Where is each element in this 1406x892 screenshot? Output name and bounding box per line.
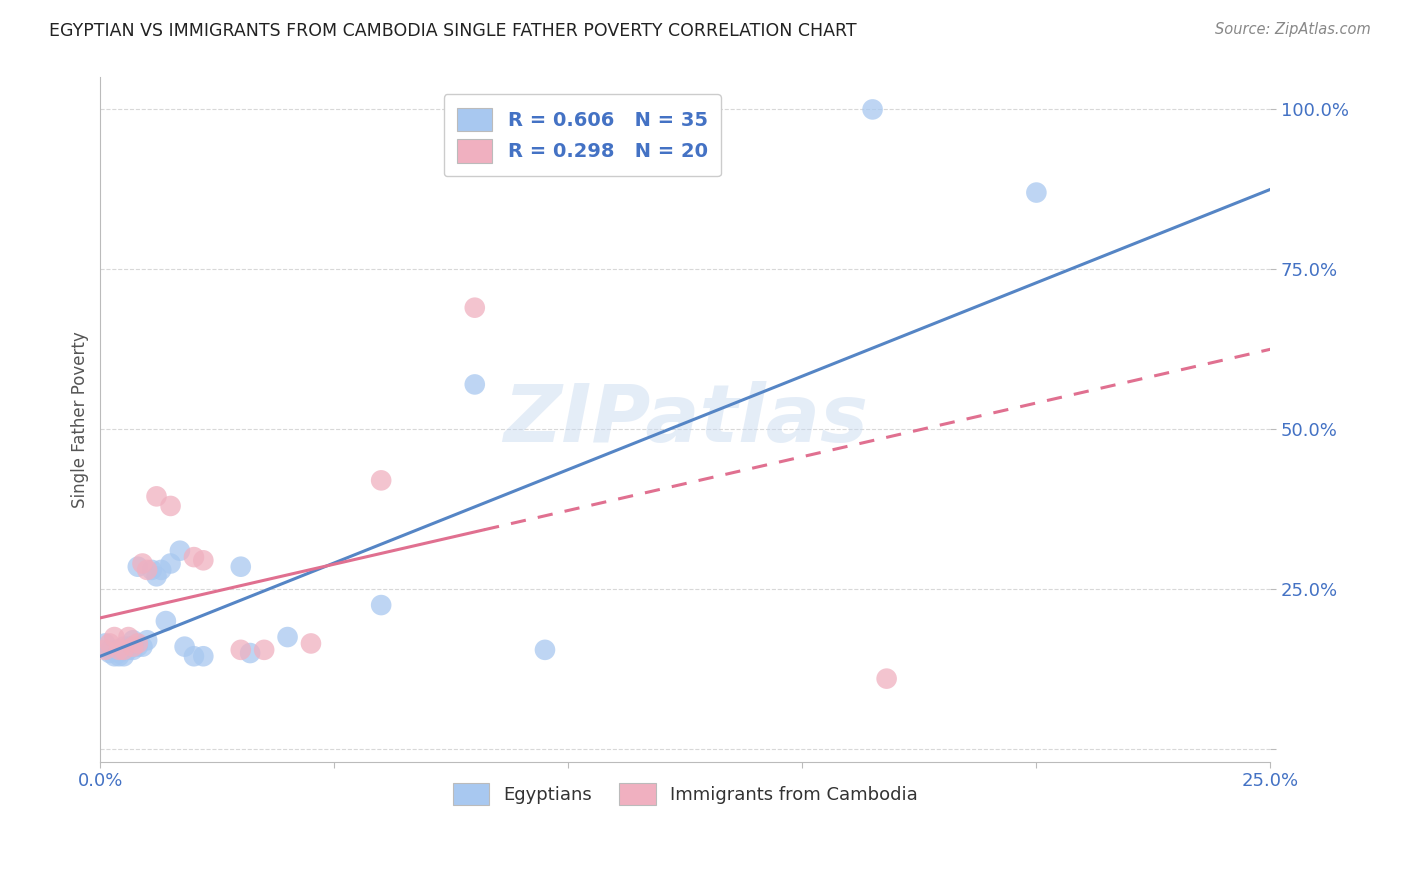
Point — [131, 640, 153, 654]
Point — [141, 563, 163, 577]
Point — [108, 646, 131, 660]
Point — [94, 636, 117, 650]
Point — [862, 103, 884, 117]
Point — [876, 672, 898, 686]
Point — [159, 499, 181, 513]
Point — [169, 543, 191, 558]
Text: Source: ZipAtlas.com: Source: ZipAtlas.com — [1215, 22, 1371, 37]
Point — [370, 474, 392, 488]
Point — [145, 489, 167, 503]
Point — [193, 649, 215, 664]
Point — [136, 563, 159, 577]
Point — [239, 646, 262, 660]
Point — [127, 559, 149, 574]
Point — [98, 646, 121, 660]
Point — [145, 569, 167, 583]
Point — [94, 643, 117, 657]
Point — [534, 643, 557, 657]
Point — [299, 636, 322, 650]
Point — [183, 649, 205, 664]
Point — [229, 643, 252, 657]
Point — [122, 640, 145, 654]
Point — [103, 630, 125, 644]
Point — [464, 301, 486, 315]
Point — [131, 557, 153, 571]
Point — [108, 649, 131, 664]
Point — [117, 640, 139, 654]
Point — [98, 636, 121, 650]
Point — [112, 649, 135, 664]
Point — [117, 630, 139, 644]
Point — [229, 559, 252, 574]
Point — [117, 643, 139, 657]
Point — [1025, 186, 1047, 200]
Point — [122, 633, 145, 648]
Point — [193, 553, 215, 567]
Point — [173, 640, 195, 654]
Point — [122, 643, 145, 657]
Text: EGYPTIAN VS IMMIGRANTS FROM CAMBODIA SINGLE FATHER POVERTY CORRELATION CHART: EGYPTIAN VS IMMIGRANTS FROM CAMBODIA SIN… — [49, 22, 856, 40]
Point — [127, 636, 149, 650]
Point — [464, 377, 486, 392]
Point — [108, 643, 131, 657]
Point — [136, 633, 159, 648]
Point — [155, 614, 177, 628]
Point — [103, 643, 125, 657]
Text: ZIPatlas: ZIPatlas — [503, 381, 868, 458]
Point — [112, 643, 135, 657]
Point — [98, 643, 121, 657]
Point — [253, 643, 276, 657]
Y-axis label: Single Father Poverty: Single Father Poverty — [72, 331, 89, 508]
Point — [159, 557, 181, 571]
Point — [370, 598, 392, 612]
Point — [112, 640, 135, 654]
Point — [112, 643, 135, 657]
Legend: Egyptians, Immigrants from Cambodia: Egyptians, Immigrants from Cambodia — [444, 774, 927, 814]
Point — [183, 550, 205, 565]
Point — [103, 649, 125, 664]
Point — [277, 630, 299, 644]
Point — [150, 563, 173, 577]
Point — [127, 640, 149, 654]
